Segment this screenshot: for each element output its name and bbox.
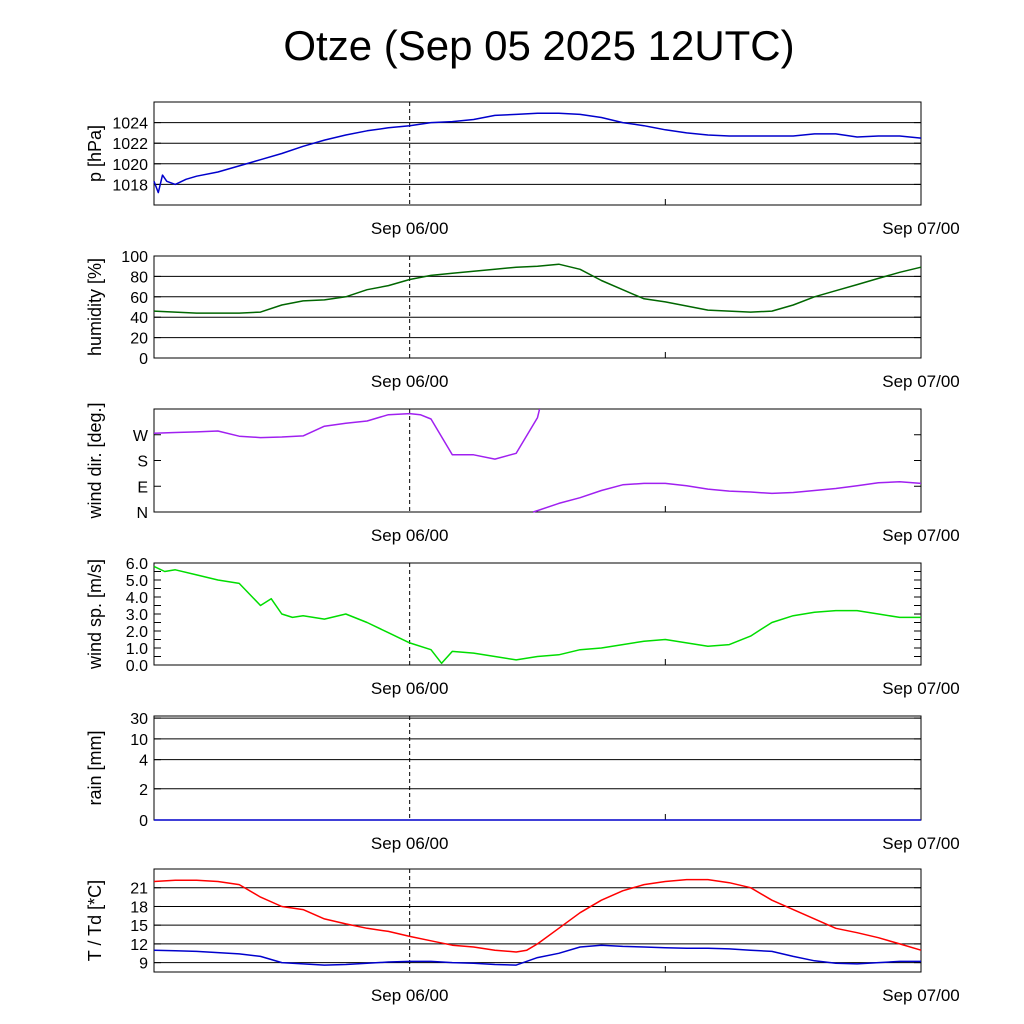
y-tick-label: W — [133, 428, 149, 445]
x-tick-label: Sep 07/00 — [882, 834, 960, 853]
y-tick-label: 80 — [130, 269, 148, 286]
series-line-wind_dir-0 — [153, 408, 541, 460]
y-tick-label: 5.0 — [126, 573, 148, 590]
y-axis-label: humidity [%] — [85, 258, 105, 356]
y-tick-label: 9 — [139, 956, 148, 973]
y-tick-label: 60 — [130, 290, 148, 307]
y-tick-label: 100 — [121, 249, 148, 266]
panel-rain: 0 2 4 10 30 rain [mm] Sep 06/00 Sep 07/00 — [85, 711, 960, 853]
series-line-humidity-0 — [153, 263, 922, 314]
y-tick-label: 21 — [130, 881, 148, 898]
series-line-wind_speed-0 — [153, 565, 921, 665]
plot-frame — [153, 715, 922, 821]
x-tick-label: Sep 07/00 — [882, 679, 960, 698]
y-tick-label: 1018 — [112, 177, 148, 194]
series-line-temperature-td — [153, 944, 921, 966]
y-tick-label: 2.0 — [126, 624, 148, 641]
y-tick-label: 1.0 — [126, 641, 148, 658]
y-axis-label: wind sp. [m/s] — [85, 559, 105, 670]
plot-frame — [153, 101, 922, 206]
panel-pressure: 1018 1020 1022 1024 p [hPa] Sep 06/00 Sep 07/0… — [85, 101, 960, 238]
chart-title: Otze (Sep 05 2025 12UTC) — [283, 22, 795, 69]
x-tick-label: Sep 06/00 — [371, 526, 449, 545]
y-tick-label: 2 — [139, 782, 148, 799]
y-tick-label: N — [136, 505, 148, 522]
y-tick-label: 0 — [139, 351, 148, 368]
y-tick-label: 18 — [130, 899, 148, 916]
plot-frame — [153, 255, 922, 359]
panel-humidity: 0 20 40 60 80 100 humidity [%] Sep 06/00 Sep 07/… — [85, 249, 960, 391]
y-tick-label: 15 — [130, 918, 148, 935]
y-tick-label: 0.0 — [126, 658, 148, 675]
x-tick-label: Sep 06/00 — [371, 679, 449, 698]
y-axis-label: wind dir. [deg.] — [85, 402, 105, 519]
y-tick-label: 3.0 — [126, 607, 148, 624]
x-tick-label: Sep 07/00 — [882, 372, 960, 391]
y-tick-label: 6.0 — [126, 556, 148, 573]
y-tick-label: 30 — [130, 711, 148, 728]
y-tick-label: 4 — [139, 753, 148, 770]
y-tick-label: 1022 — [112, 136, 148, 153]
x-tick-label: Sep 06/00 — [371, 219, 449, 238]
y-tick-label: 12 — [130, 937, 148, 954]
x-tick-label: Sep 07/00 — [882, 986, 960, 1005]
y-tick-label: E — [137, 479, 148, 496]
y-tick-label: 4.0 — [126, 590, 148, 607]
plot-frame — [153, 408, 922, 513]
y-tick-label: 20 — [130, 331, 148, 348]
y-tick-label: 10 — [130, 732, 148, 749]
panel-wind_speed: 0.01.02.03.04.05.06.0 wind sp. [m/s] Sep 0… — [85, 556, 960, 698]
series-line-pressure-0 — [153, 112, 922, 194]
x-tick-label: Sep 06/00 — [371, 834, 449, 853]
y-axis-label: rain [mm] — [85, 730, 105, 805]
series-line-temperature-t — [153, 878, 922, 953]
y-tick-label: 1024 — [112, 116, 148, 133]
x-tick-label: Sep 07/00 — [882, 526, 960, 545]
y-tick-label: S — [137, 454, 148, 471]
x-tick-label: Sep 06/00 — [371, 986, 449, 1005]
y-tick-label: 1020 — [112, 157, 148, 174]
y-axis-label: T / Td [*C] — [85, 880, 105, 961]
series-line-wind_dir-1 — [532, 480, 922, 513]
y-axis-label: p [hPa] — [85, 125, 105, 182]
y-tick-label: 40 — [130, 310, 148, 327]
plot-frame — [153, 868, 922, 973]
x-tick-label: Sep 07/00 — [882, 219, 960, 238]
x-tick-label: Sep 06/00 — [371, 372, 449, 391]
y-tick-label: 0 — [139, 813, 148, 830]
